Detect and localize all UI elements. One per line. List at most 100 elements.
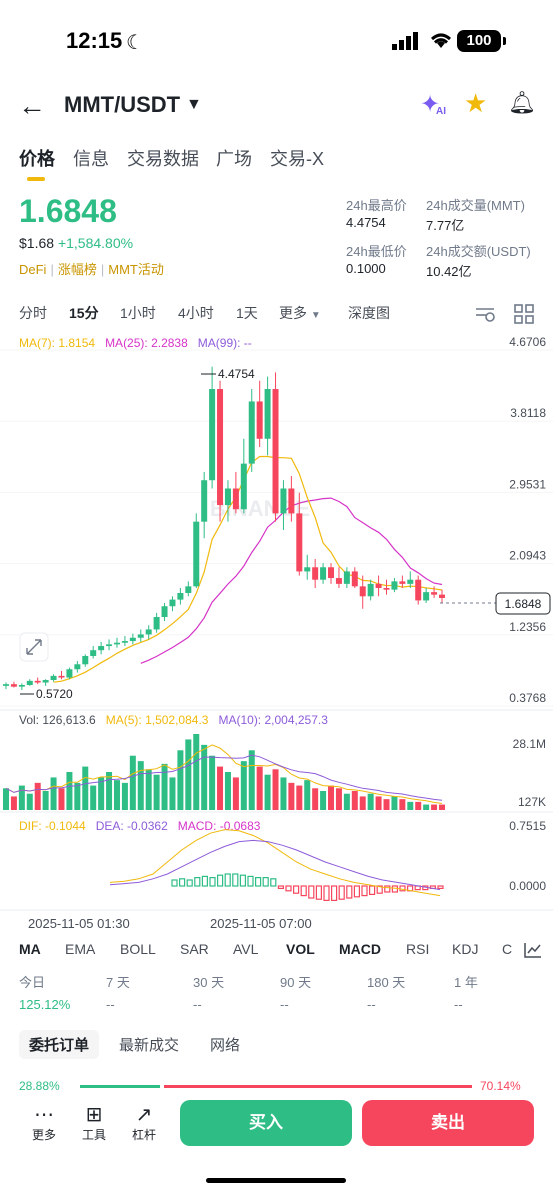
tab-network[interactable]: 网络 [210, 1037, 241, 1054]
macd-bar [232, 873, 239, 887]
grid-layout-icon[interactable] [514, 304, 534, 324]
indicator-tabs: MA EMA BOLL SAR AVL VOL MACD RSI KDJ C [0, 941, 553, 963]
expand-icon [19, 632, 49, 662]
tag-defi[interactable]: DeFi [19, 262, 47, 277]
tab-square[interactable]: 广场 [216, 149, 252, 169]
tag-event[interactable]: MMT活动 [108, 262, 164, 277]
leverage-button[interactable]: ↗ 杠杆 [124, 1102, 164, 1143]
candle-body [66, 669, 73, 678]
interval-time-share[interactable]: 分时 [19, 305, 47, 321]
volume-bar [113, 780, 120, 810]
signal-icon [392, 32, 418, 50]
low-24h-value: 0.1000 [346, 261, 386, 276]
volume-bar [240, 761, 247, 810]
tab-trade-data[interactable]: 交易数据 [127, 149, 199, 169]
indicator-ema[interactable]: EMA [65, 941, 96, 957]
indicator-avl[interactable]: AVL [233, 941, 259, 957]
candle-body [82, 655, 89, 665]
tools-button[interactable]: ⊞ 工具 [74, 1102, 114, 1143]
indicator-ma[interactable]: MA [19, 941, 41, 957]
vol-axis-top: 28.1M [513, 737, 546, 751]
macd-bar [315, 885, 322, 900]
high-24h-label: 24h最高价 [346, 198, 407, 213]
candle-body [256, 401, 263, 439]
caret-down-icon[interactable]: ▼ [186, 96, 202, 113]
candles [3, 366, 445, 690]
macd-axis-top: 0.7515 [509, 819, 546, 833]
pair-title[interactable]: MMT/USDT [64, 92, 181, 117]
tab-trade-x[interactable]: 交易-X [270, 149, 324, 169]
ai-label: AI [436, 106, 446, 117]
volume-bar [232, 777, 239, 810]
candle-body [304, 567, 311, 572]
interval-more-label: 更多 [279, 305, 307, 321]
candle-body [320, 567, 327, 580]
price-axis-label: 2.0943 [509, 549, 546, 563]
interval-1d[interactable]: 1天 [236, 305, 258, 321]
tab-info[interactable]: 信息 [73, 149, 109, 169]
candle-body [74, 664, 81, 670]
vol-legend-vol: Vol: 126,613.6 [19, 713, 96, 727]
indicator-sar[interactable]: SAR [180, 941, 209, 957]
active-tab-indicator [27, 177, 45, 181]
price-chart[interactable]: BINANCE 4.6706 3.8118 2.9531 2.0943 1.2356 0.… [0, 330, 553, 935]
change-percent: +1,584.80% [57, 235, 134, 251]
buy-button[interactable]: 买入 [180, 1100, 352, 1146]
tag-gainers[interactable]: 涨幅榜 [57, 262, 97, 277]
back-arrow-icon[interactable]: ← [18, 90, 46, 121]
vol-mmt-value: 7.77亿 [426, 218, 465, 233]
interval-more[interactable]: 更多 ▼ [279, 303, 321, 323]
macd-legend-dif: DIF: -0.1044 [19, 819, 86, 833]
volume-bar [423, 804, 430, 810]
candle-body [328, 567, 335, 579]
more-button[interactable]: ⋯ 更多 [24, 1102, 64, 1143]
candle-body [209, 389, 216, 481]
candle-body [439, 594, 445, 598]
indicator-vol[interactable]: VOL [286, 941, 315, 957]
macd-legend: DIF: -0.1044 DEA: -0.0362 MACD: -0.0683 [19, 819, 261, 833]
perf-label: 30 天 [193, 975, 225, 990]
vol-mmt-label: 24h成交量(MMT) [426, 198, 525, 213]
macd-bar [353, 885, 360, 898]
indicator-rsi[interactable]: RSI [406, 941, 430, 957]
ai-sparkle-icon[interactable]: ✦ AI [420, 91, 446, 118]
volume-bar [399, 799, 406, 810]
sell-button[interactable]: 卖出 [362, 1100, 534, 1146]
volume-bar [224, 772, 231, 810]
favorite-star-icon[interactable]: ★ [464, 88, 488, 118]
bell-icon[interactable]: 🔔︎ [508, 90, 536, 115]
volume-bar [312, 788, 319, 810]
wifi-icon [431, 33, 451, 48]
interval-15m[interactable]: 15分 [69, 305, 99, 321]
tab-latest-trades[interactable]: 最新成交 [119, 1037, 180, 1054]
tab-price[interactable]: 价格 [19, 149, 55, 169]
indicator-boll[interactable]: BOLL [120, 941, 156, 957]
interval-4h[interactable]: 4小时 [178, 305, 214, 321]
indicator-chart-icon[interactable] [523, 941, 543, 959]
volume-bar [431, 804, 438, 810]
candle-body [431, 592, 438, 595]
price-axis-label: 3.8118 [510, 406, 546, 420]
leverage-label: 杠杆 [131, 1128, 156, 1142]
macd-bar [300, 885, 307, 897]
indicator-macd[interactable]: MACD [339, 941, 381, 957]
chart-settings-icon[interactable] [474, 305, 496, 323]
volume-bar [121, 782, 128, 810]
candle-body [201, 480, 208, 522]
interval-depth[interactable]: 深度图 [348, 305, 390, 321]
candle-body [129, 637, 136, 642]
ma99-legend: MA(99): -- [197, 336, 252, 350]
indicator-more[interactable]: C [502, 941, 513, 957]
battery-indicator: 100 [457, 30, 506, 52]
macd-bar [323, 885, 330, 901]
time-axis-2: 2025-11-05 07:00 [210, 916, 312, 931]
macd-bar [247, 875, 254, 887]
interval-1h[interactable]: 1小时 [120, 305, 156, 321]
volume-bar [90, 785, 97, 810]
indicator-kdj[interactable]: KDJ [452, 941, 479, 957]
tab-order-book[interactable]: 委托订单 [19, 1030, 100, 1059]
perf-value: -- [106, 997, 115, 1012]
volume-bar [383, 799, 390, 810]
macd-bar [171, 879, 178, 887]
perf-label: 1 年 [454, 975, 478, 990]
